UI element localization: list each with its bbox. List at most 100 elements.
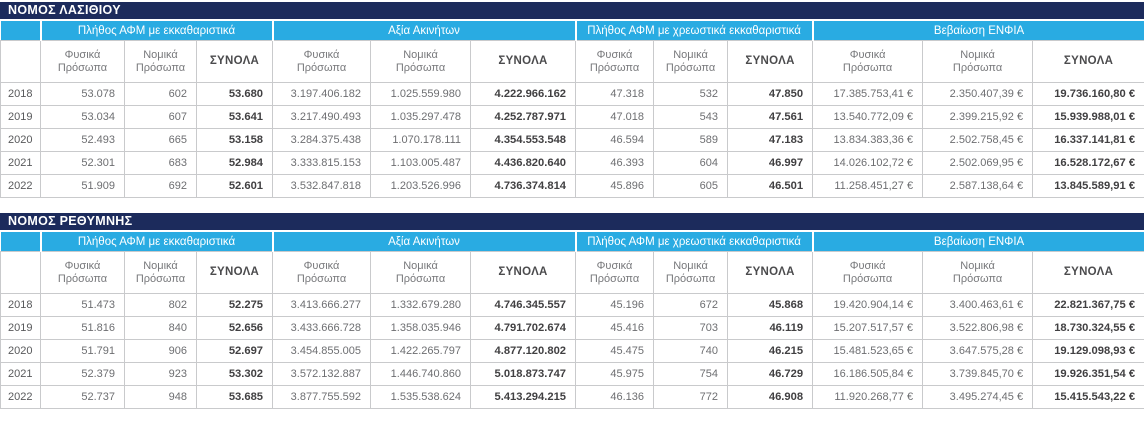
total-cell: 5.018.873.747: [471, 363, 576, 386]
value-cell: 53.034: [41, 106, 125, 129]
total-cell: 4.877.120.802: [471, 340, 576, 363]
total-cell: 19.129.098,93 €: [1033, 340, 1144, 363]
subheader-label: Νομικά Πρόσωπα: [125, 41, 197, 83]
total-cell: 47.850: [728, 83, 813, 106]
value-cell: 602: [125, 83, 197, 106]
value-cell: 906: [125, 340, 197, 363]
value-cell: 3.413.666.277: [273, 294, 371, 317]
total-cell: 15.415.543,22 €: [1033, 386, 1144, 409]
value-cell: 3.647.575,28 €: [923, 340, 1033, 363]
value-cell: 45.975: [576, 363, 654, 386]
value-cell: 52.301: [41, 152, 125, 175]
total-cell: 53.680: [197, 83, 273, 106]
value-cell: 3.877.755.592: [273, 386, 371, 409]
value-cell: 52.379: [41, 363, 125, 386]
year-column-spacer: [1, 232, 41, 252]
value-cell: 3.217.490.493: [273, 106, 371, 129]
value-cell: 3.284.375.438: [273, 129, 371, 152]
value-cell: 45.196: [576, 294, 654, 317]
value-cell: 923: [125, 363, 197, 386]
total-cell: 45.868: [728, 294, 813, 317]
value-cell: 607: [125, 106, 197, 129]
value-cell: 15.481.523,65 €: [813, 340, 923, 363]
value-cell: 1.203.526.996: [371, 175, 471, 198]
year-cell: 2020: [1, 129, 41, 152]
column-group-header: Πλήθος ΑΦΜ με χρεωστικά εκκαθαριστικά: [576, 232, 813, 252]
total-cell: 13.845.589,91 €: [1033, 175, 1144, 198]
value-cell: 2.502.758,45 €: [923, 129, 1033, 152]
value-cell: 683: [125, 152, 197, 175]
value-cell: 672: [654, 294, 728, 317]
total-cell: 46.501: [728, 175, 813, 198]
table-title: ΝΟΜΟΣ ΡΕΘΥΜΝΗΣ: [0, 213, 1144, 230]
subheader-label: Φυσικά Πρόσωπα: [813, 41, 923, 83]
total-cell: 53.302: [197, 363, 273, 386]
total-cell: 15.939.988,01 €: [1033, 106, 1144, 129]
value-cell: 1.025.559.980: [371, 83, 471, 106]
column-group-header: Βεβαίωση ΕΝΦΙΑ: [813, 21, 1144, 41]
subheader-label: Νομικά Πρόσωπα: [125, 252, 197, 294]
total-cell: 47.561: [728, 106, 813, 129]
value-cell: 1.103.005.487: [371, 152, 471, 175]
value-cell: 802: [125, 294, 197, 317]
column-group-header: Αξία Ακινήτων: [273, 232, 576, 252]
table-title: ΝΟΜΟΣ ΛΑΣΙΘΙΟΥ: [0, 2, 1144, 19]
subheader-totals: ΣΥΝΟΛΑ: [197, 252, 273, 294]
total-cell: 52.984: [197, 152, 273, 175]
total-cell: 4.354.553.548: [471, 129, 576, 152]
value-cell: 948: [125, 386, 197, 409]
total-cell: 52.275: [197, 294, 273, 317]
value-cell: 772: [654, 386, 728, 409]
value-cell: 47.018: [576, 106, 654, 129]
value-cell: 703: [654, 317, 728, 340]
year-cell: 2018: [1, 83, 41, 106]
value-cell: 754: [654, 363, 728, 386]
value-cell: 51.791: [41, 340, 125, 363]
column-group-header: Πλήθος ΑΦΜ με εκκαθαριστικά: [41, 232, 273, 252]
value-cell: 2.587.138,64 €: [923, 175, 1033, 198]
subheader-label: Φυσικά Πρόσωπα: [41, 252, 125, 294]
subheader-totals: ΣΥΝΟΛΑ: [471, 41, 576, 83]
subheader-label: Νομικά Πρόσωπα: [654, 41, 728, 83]
total-cell: 53.641: [197, 106, 273, 129]
value-cell: 15.207.517,57 €: [813, 317, 923, 340]
value-cell: 3.433.666.728: [273, 317, 371, 340]
total-cell: 52.656: [197, 317, 273, 340]
total-cell: 4.791.702.674: [471, 317, 576, 340]
subheader-label: Νομικά Πρόσωπα: [371, 252, 471, 294]
value-cell: 532: [654, 83, 728, 106]
value-cell: 692: [125, 175, 197, 198]
year-cell: 2020: [1, 340, 41, 363]
value-cell: 2.502.069,95 €: [923, 152, 1033, 175]
year-cell: 2022: [1, 386, 41, 409]
total-cell: 4.222.966.162: [471, 83, 576, 106]
value-cell: 3.400.463,61 €: [923, 294, 1033, 317]
value-cell: 51.816: [41, 317, 125, 340]
value-cell: 52.493: [41, 129, 125, 152]
year-column-spacer: [1, 21, 41, 41]
total-cell: 46.908: [728, 386, 813, 409]
value-cell: 1.358.035.946: [371, 317, 471, 340]
total-cell: 4.736.374.814: [471, 175, 576, 198]
value-cell: 47.318: [576, 83, 654, 106]
value-cell: 840: [125, 317, 197, 340]
value-cell: 3.495.274,45 €: [923, 386, 1033, 409]
year-cell: 2018: [1, 294, 41, 317]
column-group-header: Αξία Ακινήτων: [273, 21, 576, 41]
prefecture-section-rethymni: ΝΟΜΟΣ ΡΕΘΥΜΝΗΣ Πλήθος ΑΦΜ με εκκαθαριστι…: [0, 213, 1144, 409]
total-cell: 4.436.820.640: [471, 152, 576, 175]
value-cell: 589: [654, 129, 728, 152]
total-cell: 53.158: [197, 129, 273, 152]
year-cell: 2022: [1, 175, 41, 198]
total-cell: 16.337.141,81 €: [1033, 129, 1144, 152]
value-cell: 16.186.505,84 €: [813, 363, 923, 386]
column-group-header: Πλήθος ΑΦΜ με εκκαθαριστικά: [41, 21, 273, 41]
subheader-totals: ΣΥΝΟΛΑ: [728, 252, 813, 294]
